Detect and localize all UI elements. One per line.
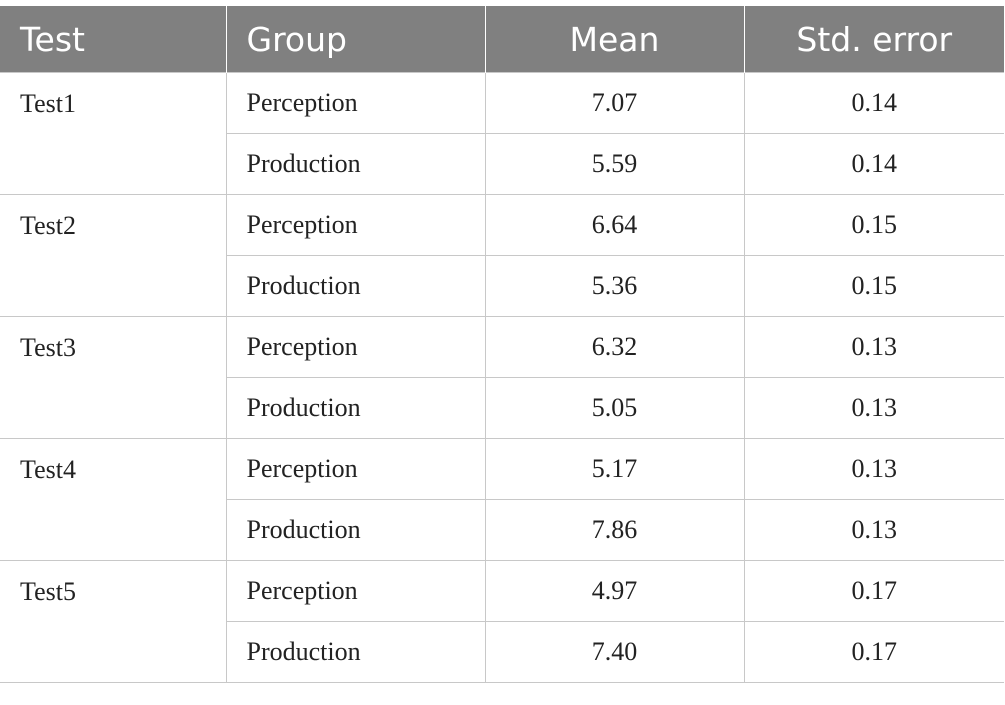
table-row: Test4 Perception 5.17 0.13 [0, 438, 1004, 561]
table-row: Test5 Perception 4.97 0.17 [0, 560, 1004, 683]
mean-cell: 7.07 [484, 72, 745, 134]
test-cell: Test1 [0, 72, 227, 195]
std-error-cell: 0.14 [743, 72, 1004, 134]
std-error-cell: 0.13 [743, 377, 1004, 439]
header-std-error: Std. error [744, 6, 1004, 73]
header-test: Test [0, 6, 227, 73]
group-cell: Perception [225, 560, 486, 622]
table-header: Test Group Mean Std. error [0, 6, 1004, 73]
header-mean: Mean [485, 6, 745, 73]
table-row: Test1 Perception 7.07 0.14 [0, 72, 1004, 195]
group-cell: Production [225, 133, 486, 195]
table-row: Production 5.59 0.14 [0, 133, 1004, 195]
table-row: Production 5.36 0.15 [0, 255, 1004, 317]
mean-cell: 5.36 [484, 255, 745, 317]
group-cell: Perception [225, 316, 486, 378]
table-row: Production 7.86 0.13 [0, 499, 1004, 561]
mean-cell: 6.64 [484, 194, 745, 256]
table-body: Test1 Perception 7.07 0.14 Production 5.… [0, 72, 1004, 683]
group-cell: Perception [225, 72, 486, 134]
table-row: Test3 Perception 6.32 0.13 [0, 316, 1004, 439]
std-error-cell: 0.17 [743, 560, 1004, 622]
test-cell: Test3 [0, 316, 227, 439]
std-error-cell: 0.15 [743, 194, 1004, 256]
mean-cell: 4.97 [484, 560, 745, 622]
header-row: Test Group Mean Std. error [0, 6, 1004, 73]
std-error-cell: 0.15 [743, 255, 1004, 317]
test-cell: Test5 [0, 560, 227, 683]
std-error-cell: 0.14 [743, 133, 1004, 195]
mean-cell: 5.17 [484, 438, 745, 500]
mean-cell: 5.59 [484, 133, 745, 195]
mean-cell: 5.05 [484, 377, 745, 439]
std-error-cell: 0.13 [743, 499, 1004, 561]
group-cell: Perception [225, 438, 486, 500]
group-cell: Production [225, 621, 486, 683]
group-cell: Production [225, 377, 486, 439]
test-cell: Test4 [0, 438, 227, 561]
results-table: Test Group Mean Std. error Test1 Percept… [0, 6, 1004, 683]
mean-cell: 6.32 [484, 316, 745, 378]
header-group: Group [226, 6, 486, 73]
std-error-cell: 0.17 [743, 621, 1004, 683]
table-row: Production 7.40 0.17 [0, 621, 1004, 683]
std-error-cell: 0.13 [743, 438, 1004, 500]
group-cell: Perception [225, 194, 486, 256]
mean-cell: 7.40 [484, 621, 745, 683]
test-cell: Test2 [0, 194, 227, 317]
mean-cell: 7.86 [484, 499, 745, 561]
table-row: Test2 Perception 6.64 0.15 [0, 194, 1004, 317]
table-row: Production 5.05 0.13 [0, 377, 1004, 439]
group-cell: Production [225, 499, 486, 561]
std-error-cell: 0.13 [743, 316, 1004, 378]
group-cell: Production [225, 255, 486, 317]
